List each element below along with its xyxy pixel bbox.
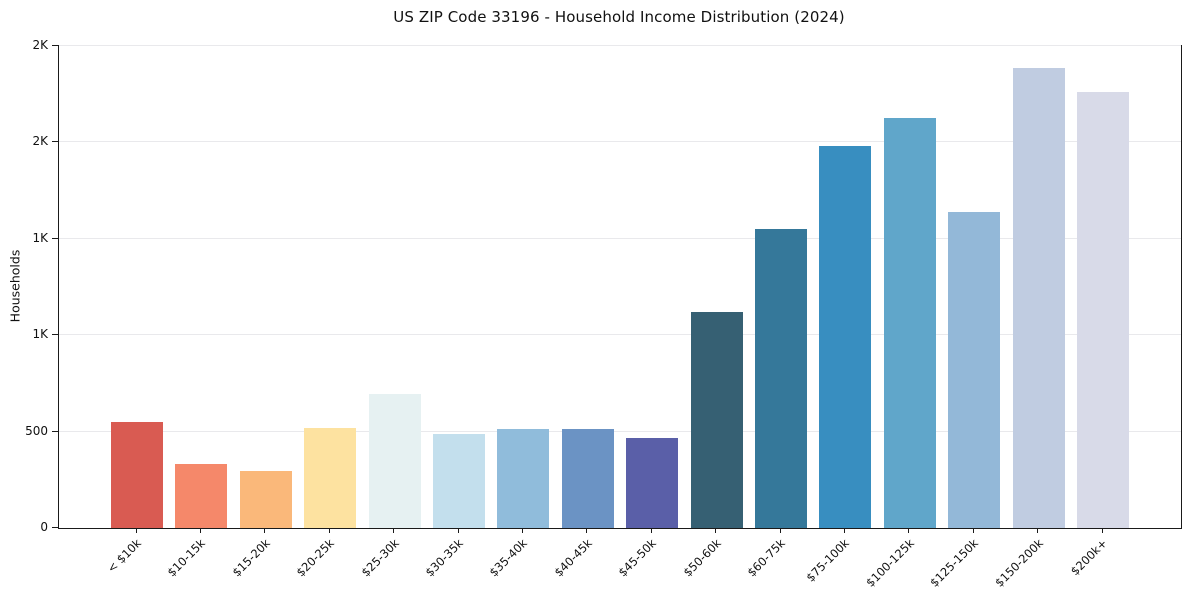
y-tick-label: 500 (25, 423, 48, 438)
y-tick-mark (52, 45, 58, 46)
x-tick-mark (843, 528, 845, 533)
y-tick-label: 1K (32, 230, 48, 245)
gridline (59, 141, 1181, 143)
plot-area (58, 45, 1182, 529)
gridline (59, 430, 1181, 432)
y-axis-label: Households (7, 249, 23, 323)
x-tick-label: < $10k (104, 536, 144, 576)
bar (819, 146, 872, 528)
x-tick-mark (972, 528, 974, 533)
y-tick-mark (52, 527, 58, 528)
bar (497, 429, 550, 528)
bar (561, 428, 614, 528)
bar (1077, 92, 1129, 528)
bar (626, 437, 679, 528)
bar (755, 228, 807, 528)
x-tick-mark (264, 528, 266, 533)
bar (948, 211, 1001, 528)
y-tick-label: 0 (40, 520, 48, 534)
x-tick-mark (715, 528, 717, 533)
bar (304, 428, 357, 528)
x-tick-mark (1037, 528, 1039, 533)
bar (1012, 68, 1065, 528)
y-tick-mark (52, 430, 58, 432)
x-tick-mark (1101, 528, 1103, 533)
bar (433, 433, 485, 528)
x-tick-mark (650, 528, 652, 533)
y-tick-mark (52, 141, 58, 143)
y-tick-mark (52, 237, 58, 239)
x-tick-mark (779, 528, 781, 533)
bar (690, 311, 743, 528)
x-tick-mark (199, 528, 201, 533)
y-tick-label: 2K (32, 134, 48, 149)
bar (883, 117, 936, 528)
y-tick-mark (52, 334, 58, 336)
y-tick-label: 2K (32, 38, 48, 52)
y-tick-label: 1K (32, 327, 48, 342)
x-tick-mark (586, 528, 588, 533)
x-tick-mark (457, 528, 459, 533)
x-tick-mark (328, 528, 330, 533)
gridline (59, 45, 1181, 46)
bar (111, 421, 163, 528)
bar (239, 470, 292, 528)
gridline (59, 237, 1181, 239)
x-tick-mark (908, 528, 910, 533)
x-tick-mark (521, 528, 523, 533)
gridline (59, 334, 1181, 336)
x-tick-mark (393, 528, 395, 533)
bar (175, 464, 228, 528)
chart-title: US ZIP Code 33196 - Household Income Dis… (393, 8, 845, 26)
bar (368, 394, 421, 528)
x-tick-mark (135, 528, 137, 533)
